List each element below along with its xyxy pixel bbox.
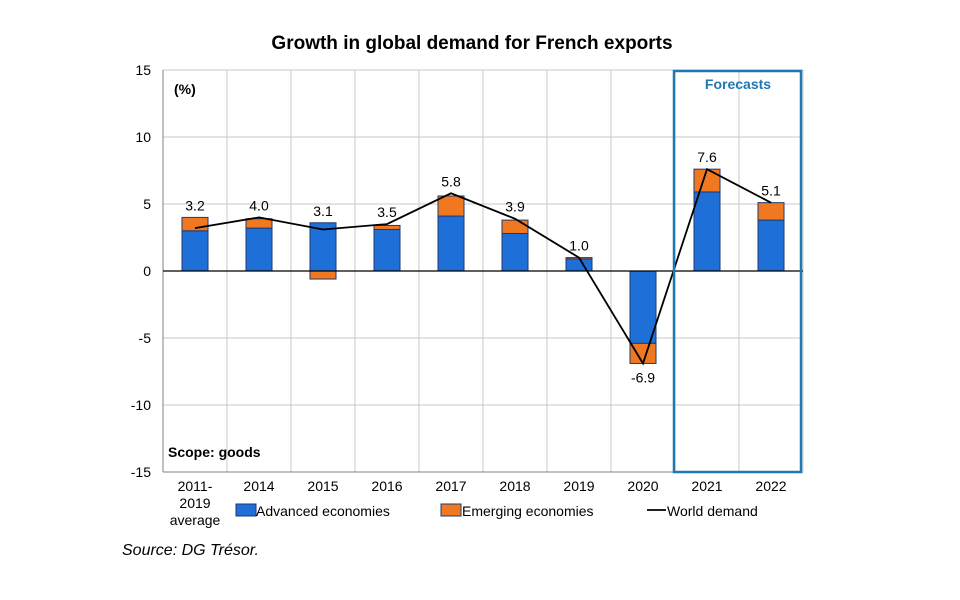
y-tick-label: 10 [135,129,151,145]
bar-advanced [757,219,785,272]
data-label: 3.5 [377,204,397,220]
x-tick-label: 2014 [243,478,274,494]
data-label: 5.1 [761,183,781,199]
x-tick-label: 2019 [563,478,594,494]
y-tick-label: 5 [143,196,151,212]
bar-emerging [373,224,401,230]
y-tick-label: -5 [139,330,152,346]
y-tick-label: -10 [131,397,151,413]
bar-emerging [757,202,785,221]
x-tick-label: average [170,512,221,528]
forecast-box [672,69,803,474]
bar-advanced [501,232,529,272]
forecast-label: Forecasts [705,76,771,92]
bar-emerging [629,342,657,364]
unit-label: (%) [174,81,196,97]
bar-emerging [437,195,465,217]
data-label: 7.6 [697,149,717,165]
x-tick-label: 2022 [755,478,786,494]
legend-label-world: World demand [667,503,758,519]
bar-advanced [373,228,401,272]
x-tick-label: 2020 [627,478,658,494]
y-tick-label: 0 [143,263,151,279]
legend-label-advanced: Advanced economies [256,503,390,519]
data-label: 3.9 [505,199,525,215]
x-tick-label: 2011- [178,478,213,494]
y-tick-label: -15 [131,464,151,480]
data-label: 4.0 [249,197,269,213]
bar-advanced [437,215,465,272]
scope-note: Scope: goods [168,444,261,460]
data-label: 5.8 [441,173,461,189]
bar-emerging [693,168,721,193]
x-tick-label: 2021 [691,478,722,494]
legend-swatch-emerging [440,503,462,517]
bar-emerging [309,270,337,280]
x-tick-label: 2015 [307,478,338,494]
data-label: -6.9 [631,369,655,385]
data-label: 3.2 [185,197,205,213]
chart-title: Growth in global demand for French expor… [271,33,672,54]
bar-emerging [181,216,209,232]
source-note: Source: DG Trésor. [122,542,259,559]
legend-swatch-advanced [235,503,257,517]
x-tick-label: 2018 [499,478,530,494]
bar-advanced [629,270,657,344]
y-tick-label: 15 [135,62,151,78]
bar-advanced [245,227,273,272]
bar-advanced [693,191,721,272]
legend: Advanced economies Emerging economies Wo… [235,503,758,519]
x-tick-label: 2017 [435,478,466,494]
bar-advanced [565,258,593,272]
x-tick-label: 2016 [371,478,402,494]
legend-label-emerging: Emerging economies [462,503,594,519]
data-label: 3.1 [313,203,333,219]
bar-emerging [245,218,273,229]
bar-emerging [501,219,529,234]
x-tick-label: 2019 [179,495,210,511]
data-label: 1.0 [569,238,589,254]
bar-advanced [181,230,209,272]
